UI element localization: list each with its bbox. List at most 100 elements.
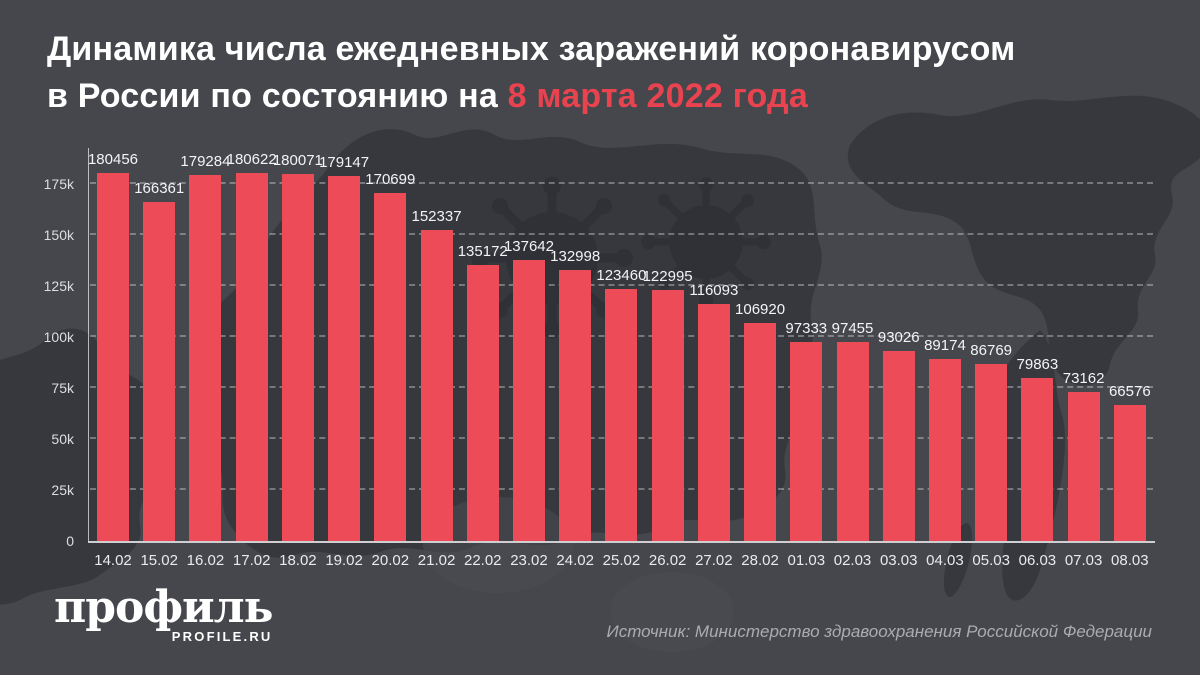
y-tick-label: 0 bbox=[66, 533, 74, 549]
bar-28.02 bbox=[744, 322, 777, 541]
bar-value-label: 106920 bbox=[735, 300, 786, 318]
bar-value-label: 180456 bbox=[87, 150, 139, 168]
bar-06.03 bbox=[1021, 378, 1054, 541]
bar-25.02 bbox=[605, 289, 638, 541]
bar-group: 123460 25.02 bbox=[596, 150, 646, 569]
bar-group: 86769 05.03 bbox=[970, 150, 1012, 569]
y-tick-label: 75k bbox=[51, 380, 74, 396]
bar-08.03 bbox=[1113, 405, 1146, 541]
y-tick-label: 175k bbox=[43, 176, 74, 192]
bar-18.02 bbox=[281, 173, 314, 541]
x-tick-label: 28.02 bbox=[741, 552, 779, 569]
x-tick-label: 22.02 bbox=[463, 552, 502, 569]
bar-group: 132998 24.02 bbox=[550, 150, 600, 569]
plot-area: 180456 14.02 166361 15.02 179284 16.02 180622 1… bbox=[88, 148, 1155, 569]
x-tick-label: 25.02 bbox=[602, 552, 641, 569]
page-title: Динамика числа ежедневных заражений коро… bbox=[47, 26, 1157, 120]
x-tick-label: 24.02 bbox=[556, 552, 594, 569]
bar-value-label: 89174 bbox=[924, 337, 966, 355]
x-tick-label: 15.02 bbox=[140, 552, 178, 569]
x-tick-label: 05.03 bbox=[972, 552, 1010, 569]
bar-value-label: 73162 bbox=[1062, 369, 1105, 387]
bar-20.02 bbox=[374, 192, 407, 541]
bar-group: 122995 26.02 bbox=[643, 150, 693, 569]
bar-value-label: 66576 bbox=[1108, 383, 1151, 401]
gridline bbox=[90, 182, 1153, 184]
logo-wordmark: профиль bbox=[54, 582, 274, 633]
source-attribution: Источник: Министерство здравоохранения Р… bbox=[606, 622, 1152, 641]
bar-value-label: 123460 bbox=[596, 267, 647, 285]
bar-group: 137642 23.02 bbox=[504, 150, 554, 569]
bar-group: 135172 22.02 bbox=[458, 150, 508, 569]
bar-group: 170699 20.02 bbox=[365, 150, 415, 569]
bar-group: 79863 06.03 bbox=[1017, 150, 1059, 569]
bar-value-label: 170699 bbox=[365, 170, 416, 188]
x-tick-label: 08.03 bbox=[1111, 552, 1149, 569]
x-tick-label: 23.02 bbox=[510, 552, 548, 569]
bar-value-label: 116093 bbox=[689, 282, 739, 300]
gridline bbox=[90, 233, 1153, 235]
bar-value-label: 93026 bbox=[877, 329, 920, 347]
bar-value-label: 152337 bbox=[411, 208, 462, 226]
bar-group: 152337 21.02 bbox=[412, 150, 462, 569]
title-date-highlight: 8 марта 2022 года bbox=[507, 77, 808, 115]
bar-26.02 bbox=[651, 290, 684, 541]
bar-group: 166361 15.02 bbox=[134, 150, 184, 569]
bar-14.02 bbox=[97, 172, 129, 541]
bar-group: 180071 18.02 bbox=[273, 150, 323, 569]
x-tick-label: 19.02 bbox=[325, 552, 363, 569]
logo-url: PROFILE.RU bbox=[171, 629, 273, 644]
bar-value-label: 135172 bbox=[457, 243, 508, 261]
bar-05.03 bbox=[975, 364, 1008, 541]
x-tick-label: 04.03 bbox=[926, 552, 964, 569]
bar-21.02 bbox=[420, 230, 453, 541]
bar-value-label: 166361 bbox=[134, 179, 185, 197]
virus-icon bbox=[641, 177, 771, 307]
bar-value-label: 180622 bbox=[226, 150, 277, 168]
bar-group: 89174 04.03 bbox=[924, 150, 966, 569]
y-axis-labels: 0 25k 50k 75k 100k 125k 150k 175k bbox=[0, 150, 80, 549]
bar-07.03 bbox=[1067, 391, 1100, 541]
bar-group: 180622 17.02 bbox=[227, 150, 277, 569]
bar-group: 66576 08.03 bbox=[1109, 150, 1151, 569]
y-tick-label: 125k bbox=[43, 278, 74, 294]
bar-group: 180456 14.02 bbox=[88, 150, 138, 569]
bar-group: 73162 07.03 bbox=[1063, 150, 1105, 569]
x-tick-label: 17.02 bbox=[232, 552, 271, 569]
y-tick-label: 25k bbox=[51, 482, 74, 498]
bar-23.02 bbox=[512, 260, 545, 541]
bar-group: 116093 27.02 bbox=[689, 150, 738, 569]
bar-01.03 bbox=[790, 342, 823, 541]
bar-group: 97333 01.03 bbox=[785, 150, 827, 569]
bar-27.02 bbox=[697, 304, 730, 541]
bar-value-label: 132998 bbox=[550, 247, 601, 265]
x-tick-label: 20.02 bbox=[371, 552, 410, 569]
y-axis-line bbox=[88, 148, 89, 541]
bar-group: 179284 16.02 bbox=[180, 150, 230, 569]
bar-22.02 bbox=[466, 265, 499, 541]
bar-group: 106920 28.02 bbox=[735, 150, 785, 569]
title-line2: в России по состоянию на 8 марта 2022 го… bbox=[47, 77, 808, 115]
bar-value-label: 79863 bbox=[1016, 356, 1059, 374]
x-tick-label: 01.03 bbox=[787, 552, 826, 569]
bar-04.03 bbox=[928, 359, 961, 541]
x-tick-label: 03.03 bbox=[879, 552, 918, 569]
x-tick-label: 07.03 bbox=[1064, 552, 1103, 569]
x-tick-label: 06.03 bbox=[1018, 552, 1057, 569]
x-tick-label: 26.02 bbox=[648, 552, 687, 569]
bar-03.03 bbox=[882, 351, 915, 541]
y-tick-label: 50k bbox=[51, 431, 74, 447]
bar-16.02 bbox=[189, 175, 222, 541]
x-tick-label: 16.02 bbox=[186, 552, 225, 569]
x-tick-label: 21.02 bbox=[417, 552, 456, 569]
x-tick-label: 02.03 bbox=[833, 552, 872, 569]
bar-group: 179147 19.02 bbox=[319, 150, 369, 569]
bar-19.02 bbox=[328, 175, 361, 541]
bar-value-label: 86769 bbox=[970, 342, 1013, 359]
x-tick-label: 14.02 bbox=[94, 552, 132, 569]
bar-24.02 bbox=[559, 269, 592, 541]
y-tick-label: 150k bbox=[43, 227, 74, 243]
bars: 180456 14.02 166361 15.02 179284 16.02 180622 1… bbox=[88, 150, 1153, 569]
bar-02.03 bbox=[836, 342, 869, 541]
x-tick-label: 18.02 bbox=[279, 552, 317, 569]
